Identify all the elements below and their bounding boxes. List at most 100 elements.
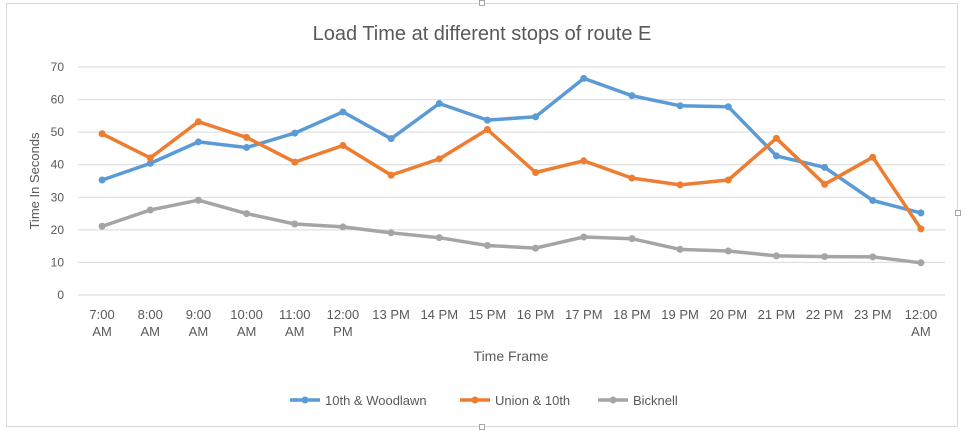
data-point[interactable] <box>628 235 636 243</box>
legend-item[interactable]: Union & 10th <box>460 393 570 408</box>
y-axis-title: Time In Seconds <box>27 132 42 230</box>
data-point[interactable] <box>435 99 443 107</box>
data-point[interactable] <box>724 247 732 255</box>
data-point[interactable] <box>532 169 540 177</box>
x-tick-label: 22 PM <box>806 307 844 322</box>
legend-item[interactable]: 10th & Woodlawn <box>290 393 427 408</box>
data-point[interactable] <box>146 159 154 167</box>
data-point[interactable] <box>291 158 299 166</box>
y-tick-label: 60 <box>51 93 65 107</box>
x-tick-label: 8:00 <box>138 307 163 322</box>
series-line[interactable] <box>100 119 923 231</box>
y-tick-label: 0 <box>57 288 64 302</box>
legend-swatch-marker <box>471 396 479 404</box>
y-tick-label: 40 <box>51 158 65 172</box>
data-point[interactable] <box>146 154 154 162</box>
data-point[interactable] <box>580 233 588 241</box>
data-point[interactable] <box>483 126 491 134</box>
x-tick-label: PM <box>333 324 353 339</box>
x-tick-label: 19 PM <box>661 307 699 322</box>
x-tick-label: AM <box>237 324 257 339</box>
x-tick-label: 12:00 <box>905 307 938 322</box>
data-point[interactable] <box>821 253 829 261</box>
data-point[interactable] <box>628 92 636 100</box>
x-tick-label: AM <box>911 324 931 339</box>
x-tick-label: 13 PM <box>372 307 410 322</box>
data-point[interactable] <box>291 220 299 228</box>
data-point[interactable] <box>435 155 443 163</box>
data-point[interactable] <box>339 108 347 116</box>
chart-area[interactable] <box>6 3 958 427</box>
data-point[interactable] <box>243 210 251 218</box>
x-tick-label: 21 PM <box>758 307 796 322</box>
x-tick-label: 18 PM <box>613 307 651 322</box>
data-point[interactable] <box>483 241 491 249</box>
y-tick-label: 50 <box>51 125 65 139</box>
data-point[interactable] <box>724 176 732 184</box>
x-tick-label: 7:00 <box>89 307 114 322</box>
x-tick-label: AM <box>141 324 161 339</box>
legend: 10th & Woodlawn Union & 10th Bicknell <box>290 393 678 408</box>
data-point[interactable] <box>917 209 925 217</box>
chart-title: Load Time at different stops of route E <box>313 23 652 45</box>
resize-handle-right[interactable] <box>955 210 961 216</box>
x-tick-label: AM <box>189 324 209 339</box>
data-point[interactable] <box>194 118 202 126</box>
series-2[interactable] <box>98 196 925 267</box>
data-point[interactable] <box>98 222 106 230</box>
data-point[interactable] <box>194 196 202 204</box>
data-point[interactable] <box>869 197 877 205</box>
legend-item[interactable]: Bicknell <box>598 393 678 408</box>
data-point[interactable] <box>387 171 395 179</box>
data-point[interactable] <box>146 206 154 214</box>
legend-label: Bicknell <box>633 393 678 408</box>
data-point[interactable] <box>339 141 347 149</box>
series-line[interactable] <box>100 76 923 215</box>
resize-handle-bottom[interactable] <box>479 424 485 430</box>
x-axis-title: Time Frame <box>474 348 549 364</box>
x-tick-label: 16 PM <box>517 307 555 322</box>
data-point[interactable] <box>917 259 925 267</box>
data-point[interactable] <box>339 223 347 231</box>
series-1[interactable] <box>98 118 925 233</box>
data-point[interactable] <box>772 134 780 142</box>
data-point[interactable] <box>676 181 684 189</box>
data-point[interactable] <box>243 143 251 151</box>
data-point[interactable] <box>676 102 684 110</box>
legend-label: Union & 10th <box>495 393 570 408</box>
resize-handle-top[interactable] <box>479 0 485 6</box>
data-point[interactable] <box>194 138 202 146</box>
data-point[interactable] <box>291 129 299 137</box>
series-line[interactable] <box>100 198 923 265</box>
data-point[interactable] <box>532 113 540 121</box>
y-tick-label: 30 <box>51 190 65 204</box>
x-tick-label: 17 PM <box>565 307 603 322</box>
data-point[interactable] <box>772 252 780 260</box>
data-point[interactable] <box>676 245 684 253</box>
data-point[interactable] <box>580 157 588 165</box>
data-point[interactable] <box>98 176 106 184</box>
data-point[interactable] <box>772 152 780 160</box>
x-tick-label: 10:00 <box>230 307 263 322</box>
data-point[interactable] <box>628 174 636 182</box>
y-tick-label: 20 <box>51 223 65 237</box>
data-point[interactable] <box>243 133 251 141</box>
data-point[interactable] <box>917 225 925 233</box>
data-point[interactable] <box>483 116 491 124</box>
data-point[interactable] <box>821 163 829 171</box>
y-tick-label: 70 <box>51 60 65 74</box>
data-point[interactable] <box>387 229 395 237</box>
data-point[interactable] <box>580 74 588 82</box>
data-point[interactable] <box>98 130 106 138</box>
data-point[interactable] <box>869 253 877 261</box>
x-tick-label: 12:00 <box>327 307 360 322</box>
data-point[interactable] <box>821 180 829 188</box>
series-0[interactable] <box>98 74 925 217</box>
data-point[interactable] <box>532 244 540 252</box>
data-point[interactable] <box>869 153 877 161</box>
x-tick-label: 9:00 <box>186 307 211 322</box>
data-point[interactable] <box>435 234 443 242</box>
data-point[interactable] <box>724 103 732 111</box>
data-point[interactable] <box>387 135 395 143</box>
